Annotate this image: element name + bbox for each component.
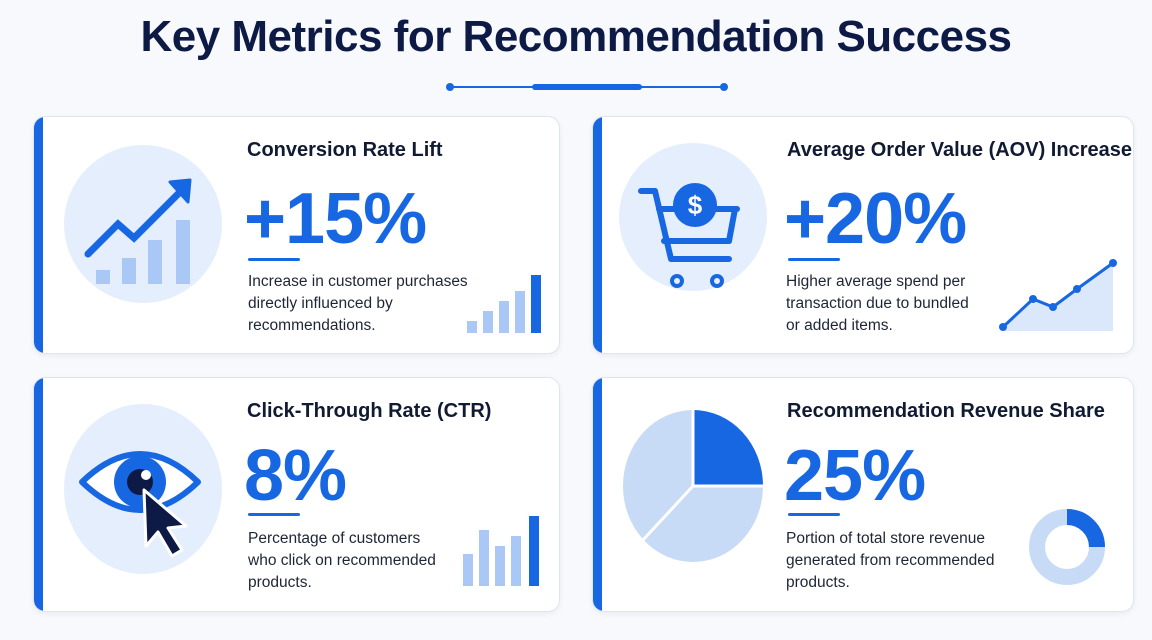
title-divider <box>446 83 728 91</box>
page-title: Key Metrics for Recommendation Success <box>140 12 1012 61</box>
trending-up-bars-icon <box>84 178 192 284</box>
card-title: Recommendation Revenue Share <box>787 400 1105 422</box>
card-accent-bar <box>34 117 43 353</box>
metric-card-aov: $ Average Order Value (AOV) Increase +20… <box>592 116 1134 354</box>
card-accent-bar <box>593 378 602 611</box>
metric-underline <box>788 258 840 261</box>
metric-value: +20% <box>784 179 967 259</box>
card-accent-bar <box>593 117 602 353</box>
card-description: Higher average spend per transaction due… <box>786 273 969 334</box>
icon-background <box>64 145 222 303</box>
bar-chart-icon <box>467 275 541 333</box>
eye-cursor-icon <box>79 451 201 558</box>
card-accent-bar <box>34 378 43 611</box>
metric-underline <box>788 513 840 516</box>
card-title: Average Order Value (AOV) Increase <box>787 139 1132 161</box>
bar-chart-icon <box>463 516 539 586</box>
metric-value: 8% <box>244 436 347 516</box>
metric-card-ctr: Click-Through Rate (CTR) 8% Percentage o… <box>33 377 560 612</box>
metric-underline <box>248 258 300 261</box>
line-area-chart-icon <box>999 259 1117 331</box>
card-title: Click-Through Rate (CTR) <box>247 400 492 422</box>
pie-chart-icon <box>623 410 763 562</box>
donut-chart-icon <box>1029 509 1105 585</box>
card-description: Percentage of customers who click on rec… <box>248 530 436 591</box>
metric-underline <box>248 513 300 516</box>
metric-card-revenue-share: Recommendation Revenue Share 25% Portion… <box>592 377 1134 612</box>
shopping-cart-dollar-icon: $ <box>638 183 740 288</box>
card-title: Conversion Rate Lift <box>247 139 443 161</box>
svg-text:$: $ <box>688 190 703 220</box>
metric-value: +15% <box>244 179 427 259</box>
metric-card-conversion-rate: Conversion Rate Lift +15% Increase in cu… <box>33 116 560 354</box>
metric-value: 25% <box>784 436 926 516</box>
card-description: Increase in customer purchases directly … <box>248 273 468 334</box>
card-description: Portion of total store revenue generated… <box>786 530 995 591</box>
